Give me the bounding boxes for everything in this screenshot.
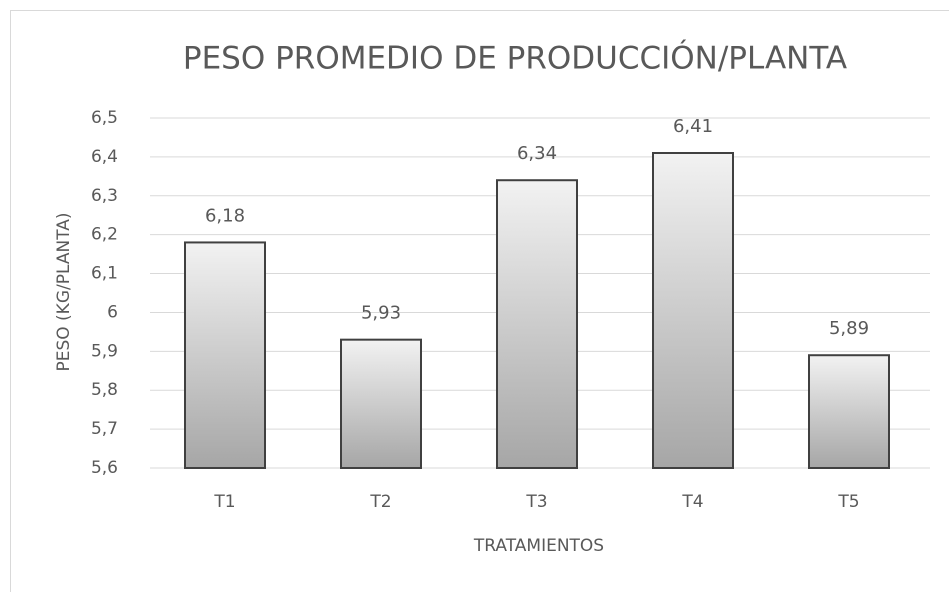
data-label: 6,34 (517, 143, 557, 164)
bar (808, 354, 890, 470)
data-label: 6,18 (205, 205, 245, 226)
chart-frame (10, 10, 949, 592)
y-tick-label: 6,2 (91, 225, 118, 245)
y-tick-label: 5,8 (91, 380, 118, 400)
x-tick-label: T3 (525, 492, 547, 512)
y-tick-label: 6,5 (91, 108, 118, 128)
y-axis-label: PESO (KG/PLANTA) (54, 212, 74, 371)
x-axis-label: TRATAMIENTOS (473, 536, 604, 556)
bar (496, 179, 578, 469)
y-tick-label: 5,6 (91, 458, 118, 478)
y-tick-label: 5,7 (91, 419, 118, 439)
y-tick-label: 5,9 (91, 341, 118, 361)
x-tick-label: T4 (681, 492, 703, 512)
x-tick-label: T1 (213, 492, 235, 512)
data-label: 5,89 (829, 318, 869, 339)
bar (652, 152, 734, 469)
x-tick-label: T5 (837, 492, 859, 512)
x-tick-label: T2 (369, 492, 391, 512)
data-label: 5,93 (361, 303, 401, 324)
y-tick-label: 6,4 (91, 147, 118, 167)
chart-title: PESO PROMEDIO DE PRODUCCIÓN/PLANTA (183, 40, 847, 77)
bar (184, 241, 266, 469)
y-tick-label: 6,1 (91, 264, 118, 284)
y-tick-label: 6 (107, 302, 118, 322)
data-label: 6,41 (673, 116, 713, 137)
y-tick-label: 6,3 (91, 186, 118, 206)
bar (340, 338, 422, 469)
